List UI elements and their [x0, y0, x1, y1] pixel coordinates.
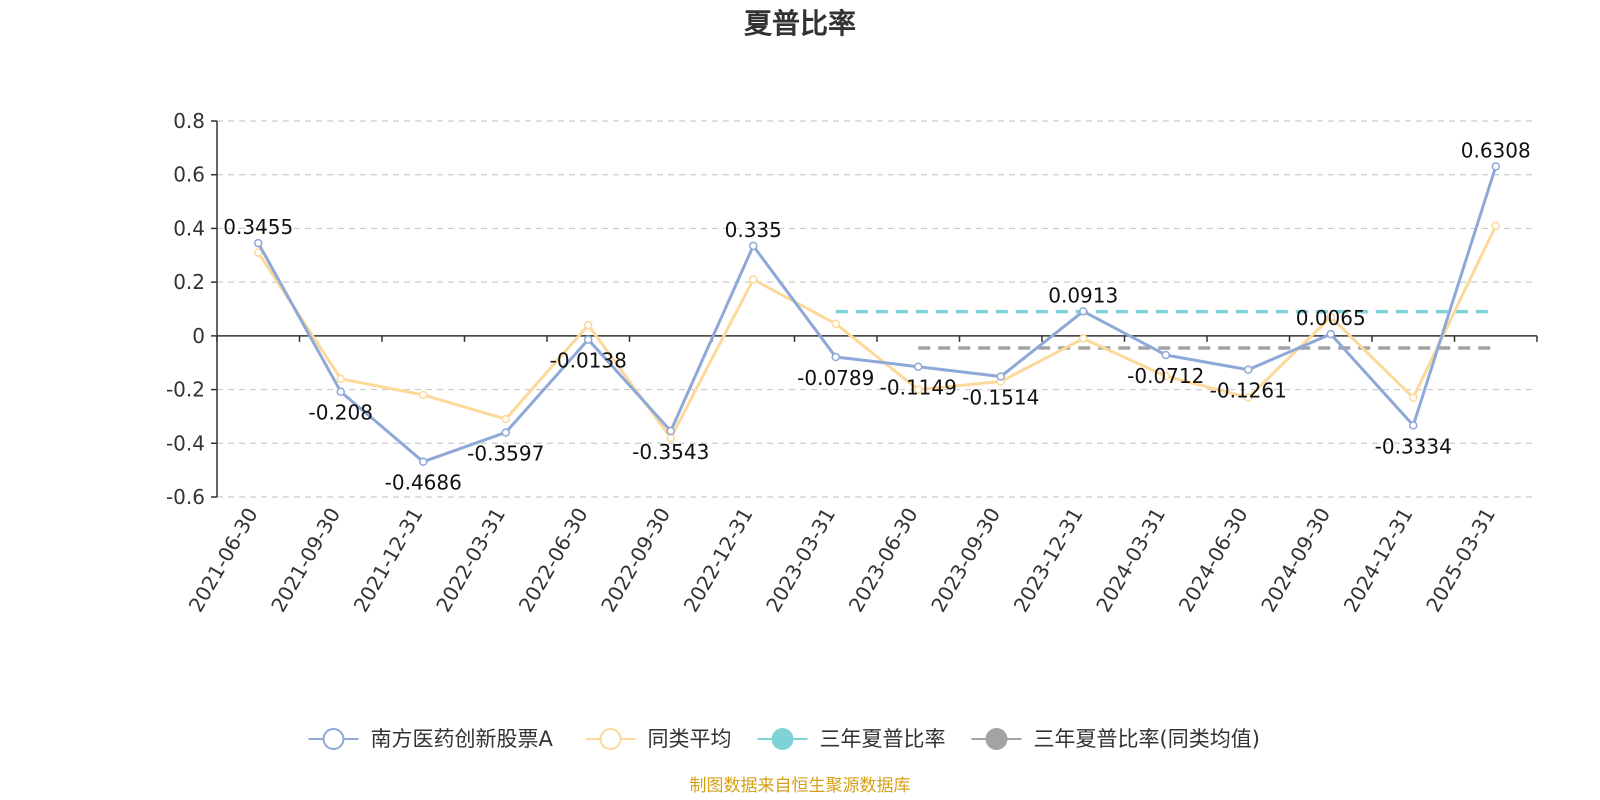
x-tick-label: 2022-03-31: [431, 504, 510, 617]
data-point[interactable]: [501, 428, 510, 437]
data-point[interactable]: [1326, 329, 1335, 339]
data-point[interactable]: [419, 457, 428, 466]
legend-label: 三年夏普比率: [820, 727, 946, 751]
x-tick-label: 2024-09-30: [1256, 504, 1335, 617]
data-point[interactable]: [914, 385, 923, 394]
legend-label: 同类平均: [648, 727, 732, 751]
data-point[interactable]: [749, 275, 758, 284]
data-label: -0.1261: [1210, 379, 1287, 403]
series-line: [256, 165, 1498, 464]
y-tick-label: 0.8: [173, 109, 205, 133]
data-point[interactable]: [254, 238, 263, 248]
y-tick-label: -0.4: [166, 431, 205, 455]
data-point[interactable]: [1491, 221, 1500, 230]
data-label: 0.6308: [1461, 138, 1531, 162]
chart-title: 夏普比率: [744, 7, 856, 40]
data-point[interactable]: [831, 319, 840, 329]
legend-dot-icon: [985, 728, 1008, 750]
x-tick-label: 2024-12-31: [1339, 504, 1418, 617]
reference-lines: [835, 309, 1496, 350]
x-tick-label: 2024-03-31: [1091, 504, 1170, 617]
data-point[interactable]: [1079, 307, 1088, 316]
legend[interactable]: 南方医药创新股票A 同类平均 三年夏普比率 三年夏普比率(同类均值): [308, 727, 1260, 751]
x-tick-label: 2023-09-30: [926, 504, 1005, 617]
data-label: -0.3543: [632, 440, 709, 464]
data-point[interactable]: [1244, 365, 1253, 374]
data-point[interactable]: [1409, 393, 1418, 402]
data-point[interactable]: [914, 362, 923, 371]
data-point[interactable]: [1491, 162, 1500, 171]
legend-label: 南方医药创新股票A: [371, 727, 554, 751]
legend-circle-icon: [599, 728, 622, 750]
x-tick-label: 2023-12-31: [1009, 504, 1088, 617]
legend-item[interactable]: 南方医药创新股票A: [308, 727, 554, 751]
x-tick-label: 2022-09-30: [596, 504, 675, 617]
x-tick-label: 2022-12-31: [679, 504, 758, 617]
y-tick-label: 0.2: [173, 270, 205, 294]
x-tick-label: 2021-06-30: [184, 504, 263, 617]
legend-circle-icon: [322, 728, 345, 750]
legend-label: 三年夏普比率(同类均值): [1034, 727, 1260, 751]
data-label: -0.3334: [1375, 434, 1452, 458]
data-label: -0.1514: [962, 386, 1039, 410]
data-point[interactable]: [1161, 350, 1170, 360]
data-point[interactable]: [1161, 371, 1170, 381]
y-tick-label: 0.6: [173, 163, 205, 187]
data-label: -0.0712: [1127, 364, 1204, 388]
y-tick-label: -0.2: [166, 378, 205, 402]
data-point[interactable]: [336, 387, 345, 396]
data-label: -0.1149: [880, 376, 957, 400]
legend-dot-icon: [771, 728, 794, 750]
data-label: -0.3597: [467, 441, 544, 465]
data-point[interactable]: [666, 426, 675, 436]
data-point[interactable]: [501, 414, 510, 424]
data-label: 0.3455: [223, 215, 293, 239]
y-tick-label: 0.4: [173, 216, 205, 240]
data-point[interactable]: [996, 372, 1005, 381]
data-point[interactable]: [584, 335, 593, 344]
data-point[interactable]: [419, 390, 428, 400]
data-point[interactable]: [584, 320, 593, 330]
data-point[interactable]: [1244, 393, 1253, 402]
y-tick-label: 0: [192, 324, 205, 348]
data-point[interactable]: [1326, 312, 1335, 322]
data-point[interactable]: [831, 352, 840, 362]
data-point[interactable]: [1409, 421, 1418, 430]
x-tick-label: 2021-09-30: [266, 504, 345, 617]
grid-lines: [217, 120, 1537, 498]
legend-item[interactable]: 同类平均: [585, 727, 732, 751]
data-point[interactable]: [1079, 334, 1088, 343]
series-lines: [254, 162, 1500, 466]
data-label: -0.208: [309, 401, 373, 425]
data-label: 0.335: [725, 218, 782, 242]
x-tick-label: 2022-06-30: [514, 504, 593, 617]
x-tick-label: 2023-06-30: [844, 504, 923, 617]
y-tick-label: -0.6: [166, 485, 205, 509]
x-tick-label: 2024-06-30: [1174, 504, 1253, 617]
data-point[interactable]: [254, 248, 263, 257]
data-labels: 0.3455 -0.208 -0.4686-0.3597 -0.0138 -0.3543…: [223, 138, 1530, 494]
x-tick-label: 2021-12-31: [349, 504, 428, 617]
x-tick-label: 2025-03-31: [1421, 504, 1500, 617]
data-label: -0.4686: [385, 471, 462, 495]
data-point[interactable]: [336, 374, 345, 384]
data-label: -0.0789: [797, 366, 874, 390]
data-label: -0.0138: [550, 349, 627, 373]
data-point[interactable]: [749, 241, 758, 251]
data-label: 0.0065: [1296, 306, 1366, 330]
data-source-note: 制图数据来自恒生聚源数据库: [690, 776, 911, 796]
data-label: 0.0913: [1048, 283, 1118, 307]
legend-item[interactable]: 三年夏普比率: [757, 727, 946, 751]
legend-item[interactable]: 三年夏普比率(同类均值): [971, 727, 1260, 751]
series-line: [256, 225, 1498, 440]
x-tick-label: 2023-03-31: [761, 504, 840, 617]
